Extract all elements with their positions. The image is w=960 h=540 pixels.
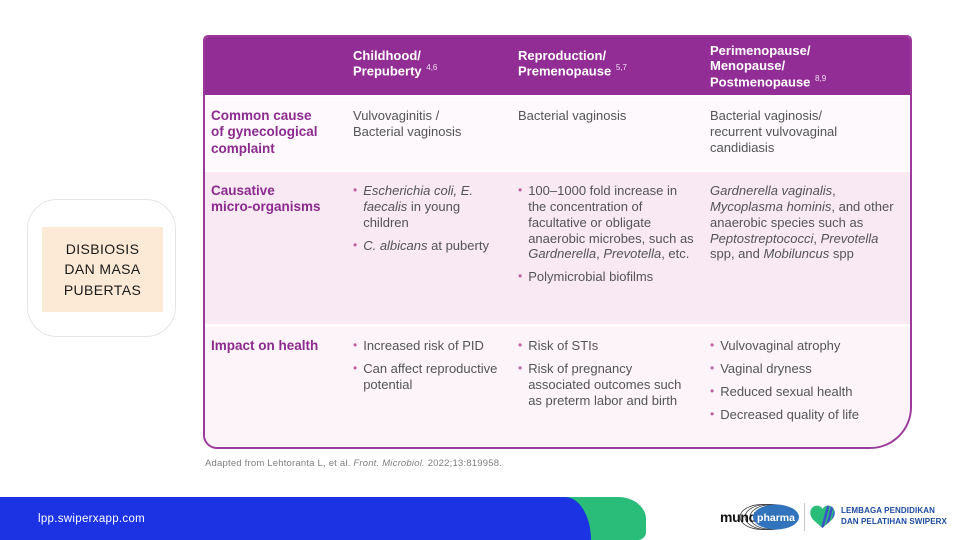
footer-blue-bar — [0, 497, 591, 540]
bullet-icon: • — [710, 360, 715, 375]
lpp-name: LEMBAGA PENDIDIKAN DAN PELATIHAN SWIPERX — [841, 506, 947, 528]
bullet-point: • Vulvovaginal atrophy — [710, 338, 841, 353]
mundipharma-logo: mundi pharma — [720, 501, 800, 533]
table-cell: Bacterial vaginosis — [518, 108, 627, 123]
table-cell: • Escherichia coli, E. faecalis in young … — [350, 172, 514, 324]
life-stage-table: Childhood/ Prepuberty 4,6 Reproduction/ P… — [203, 35, 912, 449]
header-cell: Perimenopause/ Menopause/ Postmenopause … — [710, 43, 827, 89]
bullet-icon: • — [518, 183, 523, 197]
citation: Adapted from Lehtoranta L, et al. Front.… — [205, 458, 503, 469]
bullet-point: • Increased risk of PID — [353, 338, 484, 353]
table-cell: Bacterial vaginosis/ recurrent vulvovagi… — [710, 108, 838, 155]
header-cell-empty — [205, 37, 350, 95]
bullet-point: • C. albicans at puberty — [353, 237, 489, 253]
bullet-point: • Polymicrobial biofilms — [518, 269, 654, 285]
table-cell: • Risk of STIs • Risk of pregnancy associat… — [514, 327, 704, 447]
bullet-icon: • — [710, 383, 715, 398]
lpp-name-line1: LEMBAGA PENDIDIKAN — [841, 506, 935, 516]
table-body: Common cause of gynecological complaint V… — [205, 97, 910, 447]
bullet-point: • Decreased quality of life — [710, 406, 859, 422]
bullet-icon: • — [353, 360, 358, 375]
pharma-text: pharma — [757, 512, 795, 524]
bullet-icon: • — [710, 406, 715, 421]
lpp-swiperx-logo: LEMBAGA PENDIDIKAN DAN PELATIHAN SWIPERX — [809, 501, 947, 533]
table-cell: • Increased risk of PID • Can affect reprod… — [350, 327, 514, 447]
bullet-point: • 100–1000 fold increase in the concentra… — [518, 183, 694, 262]
footer-url: lpp.swiperxapp.com — [38, 512, 146, 525]
table-cell: Vulvovaginitis / Bacterial vaginosis — [353, 108, 462, 139]
table-row: Impact on health • Increased risk of PID • C… — [205, 327, 910, 447]
table-header-row: Childhood/ Prepuberty 4,6 Reproduction/ P… — [205, 37, 910, 95]
bullet-point: • Risk of pregnancy associated outcomes s… — [518, 360, 682, 408]
table-row: Causative micro-organisms • Escherichia co… — [205, 172, 910, 324]
header-cell: Childhood/ Prepuberty 4,6 — [353, 48, 438, 79]
bullet-icon: • — [518, 338, 523, 352]
bullet-point: • Vaginal dryness — [710, 360, 812, 376]
table-cell: • Vulvovaginal atrophy • Vaginal dryness • Re… — [704, 327, 910, 447]
bullet-point: • Risk of STIs — [518, 338, 599, 353]
mundi-text: mundi — [720, 509, 761, 525]
bullet-icon: • — [710, 338, 715, 352]
lpp-name-line2: DAN PELATIHAN SWIPERX — [841, 517, 947, 526]
table-row: Common cause of gynecological complaint V… — [205, 97, 910, 170]
row-label: Causative micro-organisms — [211, 183, 321, 215]
logo-separator — [804, 503, 805, 531]
header-cell: Reproduction/ Premenopause 5,7 — [518, 48, 627, 79]
bullet-icon: • — [353, 237, 358, 252]
bullet-point: • Can affect reproductive potential — [353, 360, 498, 392]
heart-icon — [810, 505, 835, 528]
bullet-icon: • — [518, 269, 523, 284]
row-label: Common cause of gynecological complaint — [211, 108, 318, 156]
bullet-icon: • — [353, 338, 358, 352]
mundipharma-logo-graphic: mundi pharma — [720, 504, 799, 530]
row-label: Impact on health — [211, 338, 319, 353]
bullet-icon: • — [518, 360, 523, 375]
bullet-point: • Escherichia coli, E. faecalis in young … — [353, 183, 474, 230]
bullet-icon: • — [353, 183, 358, 197]
bullet-point: • Reduced sexual health — [710, 383, 853, 399]
side-label-outline — [27, 199, 176, 337]
side-label: DISBIOSIS DAN MASA PUBERTAS — [42, 227, 163, 312]
table-cell: Gardnerella vaginalis, Mycoplasma homini… — [710, 183, 894, 262]
table-cell: • 100–1000 fold increase in the concentra… — [514, 172, 704, 324]
